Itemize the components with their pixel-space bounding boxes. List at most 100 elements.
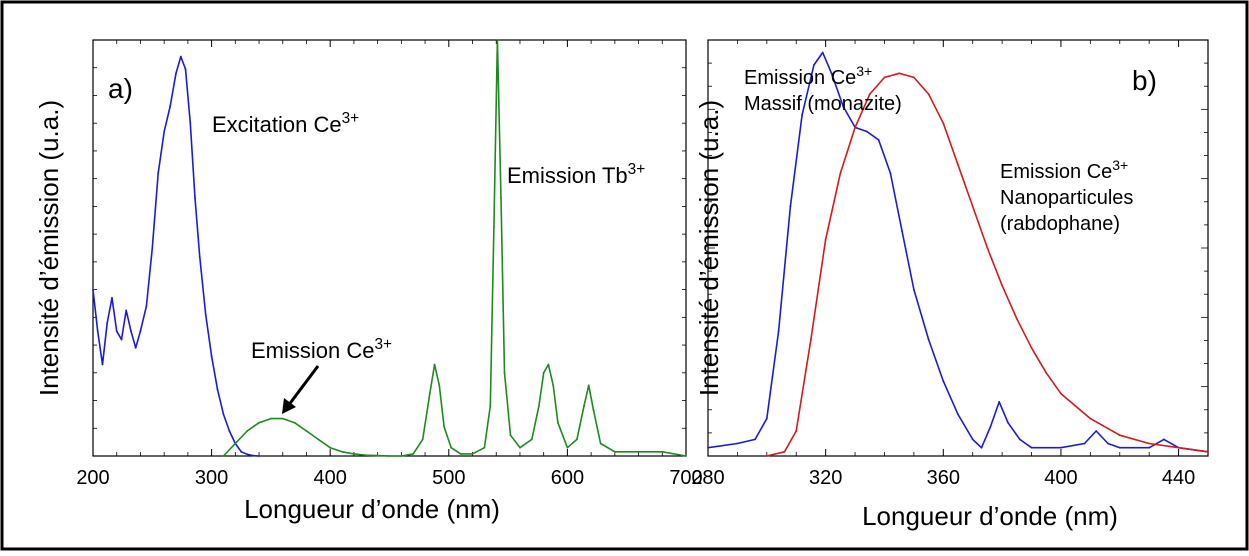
panel-a-series-2-point (438, 384, 441, 387)
panel-b-annotation-2-line-3: (rabdophane) (1000, 213, 1120, 235)
panel-a-series-2-point (552, 384, 555, 387)
panel-b-series-1-point (842, 105, 845, 108)
panel-b-y-axis-label: Intensité d’émission (u.a.) (694, 100, 724, 396)
panel-b-series-2-point (1060, 392, 1062, 395)
panel-a-series-1-point (139, 330, 142, 333)
panel-b-series-2-point (1089, 417, 1092, 420)
panel-b-series-1-point (1107, 442, 1109, 445)
panel-b-x-axis-label: Longueur d’onde (nm) (862, 501, 1118, 531)
panel-a-series-2-point (496, 39, 499, 41)
panel-a-series-2-point (412, 453, 415, 455)
panel-b-series-1-point (889, 172, 892, 175)
panel-a-annotation-2-text: Emission Ce (251, 338, 374, 363)
panel-a-series-1-point (125, 309, 128, 312)
panel-b-annotation-2-line-1: Emission Ce3+ (1000, 157, 1128, 183)
panel-b-series-2-point (868, 93, 871, 95)
panel-b-series-1-point (801, 114, 803, 116)
panel-b-annotation-1-line-1-superscript: 3+ (856, 63, 872, 79)
panel-a-series-2-point (388, 455, 391, 457)
panel-b-series-1-point (1163, 438, 1165, 441)
panel-b-series-1-point (942, 380, 945, 382)
panel-a-series-2-point (258, 421, 260, 424)
panel-a-series-1-point (134, 346, 137, 349)
panel-b-series-2-point (824, 238, 827, 241)
panel-a-series-2-point (376, 454, 379, 457)
panel-b-series-2-point (1045, 371, 1048, 374)
panel-b-annotation-1-line-1-text: Emission Ce (744, 67, 856, 89)
panel-b-series-2-point (986, 247, 989, 249)
panel-a-series-1-point (111, 297, 113, 299)
panel-a-x-axis-label: Longueur d’onde (nm) (244, 494, 500, 524)
panel-b-series-2-point (1030, 346, 1033, 349)
panel-b-series-2-point (898, 72, 901, 75)
panel-b-x-tick-label: 440 (1162, 467, 1195, 489)
panel-a-series-2-point (566, 446, 569, 449)
panel-a-series-1-point (216, 388, 219, 391)
panel-b-series-1-point (877, 138, 880, 141)
panel-a-annotation-1: Excitation Ce3+ (212, 110, 359, 137)
panel-b-series-1-point (777, 330, 780, 333)
panel-a-annotation-1-text: Excitation Ce (212, 112, 342, 137)
panel-b-series-1-point (1083, 442, 1086, 445)
panel-a-annotation-3-superscript: 3+ (628, 161, 646, 178)
panel-b-series-1-point (736, 442, 739, 445)
panel-b-series-1-point (971, 438, 974, 441)
panel-b-series-2-point (942, 122, 945, 125)
panel-a-series-2-point (364, 454, 367, 457)
panel-a-series-2-point (341, 450, 343, 453)
panel-a-series-2-point (547, 363, 550, 366)
panel-a-series-1-point (151, 247, 154, 249)
panel-a-series-1-point (252, 454, 255, 457)
panel-a-series-2-point (661, 450, 664, 453)
panel-a-series-1-point (92, 288, 94, 291)
panel-a-series-2-point (293, 421, 296, 424)
panel-b-annotation-1-line-2: Massif (monazite) (744, 93, 902, 115)
panel-b-series-1-point (789, 205, 792, 208)
panel-b-series-1-point (957, 413, 959, 416)
panel-a-annotation-2-superscript: 3+ (374, 336, 392, 353)
panel-b-series-2-point (1118, 434, 1121, 437)
panel-b-series-2-point (1001, 284, 1003, 287)
panel-b-series-1-point (1148, 446, 1151, 449)
panel-b-series-1-point (1018, 438, 1021, 441)
panel-a-series-1-point (246, 453, 249, 456)
panel-a-series-2-point (428, 392, 431, 395)
panel-b-series-2-point (839, 172, 842, 175)
panel-b-series-2-point (810, 338, 812, 341)
panel-a-series-2-point (433, 363, 436, 366)
panel-a-series-2-point (443, 426, 445, 428)
panel-b-series-2-point (1148, 442, 1151, 445)
panel-b-series-1-point (927, 338, 930, 341)
panel-b-series-1-point (1060, 446, 1062, 449)
panel-b-annotation-2-line-2-text: Nanoparticules (1000, 187, 1133, 209)
panel-b-series-1-point (913, 288, 915, 291)
panel-b-x-tick-label: 400 (1044, 467, 1077, 489)
panel-b-series-1-point (1118, 446, 1121, 449)
panel-a-series-2-point (450, 446, 453, 449)
panel-a-y-axis-label: Intensité d’émission (u.a.) (34, 100, 64, 396)
panel-a-series-2-point (489, 405, 492, 407)
panel-b-series-2-point (957, 163, 959, 166)
panel-a-x-tick-label: 200 (76, 467, 109, 489)
panel-a-series-1-point (96, 330, 99, 333)
panel-a-series-1-point (204, 313, 207, 316)
panel-a-label: a) (108, 73, 133, 104)
panel-a-series-2-point (305, 430, 308, 432)
panel-a-series-2-point (557, 421, 559, 424)
panel-a-series-1-point (184, 68, 187, 70)
panel-a-annotation-1-superscript: 3+ (342, 110, 360, 127)
panel-b-annotation-2-line-3-text: (rabdophane) (1000, 213, 1120, 235)
panel-b-annotation-1-line-2-text: Massif (monazite) (744, 93, 902, 115)
panel-b-series-2-point (795, 430, 798, 432)
panel-b-series-1-point (1095, 430, 1098, 432)
panel-a-series-1-point (175, 72, 177, 75)
panel-b-label: b) (1132, 65, 1157, 96)
panel-b-annotation-2-line-2: Nanoparticules (1000, 187, 1133, 209)
panel-b-series-1-point (1007, 421, 1009, 424)
panel-a-series-2-point (599, 442, 602, 445)
panel-a-series-1-point (163, 130, 166, 133)
panel-b-series-2-point (854, 126, 856, 129)
panel-b-series-1-point (998, 401, 1001, 403)
